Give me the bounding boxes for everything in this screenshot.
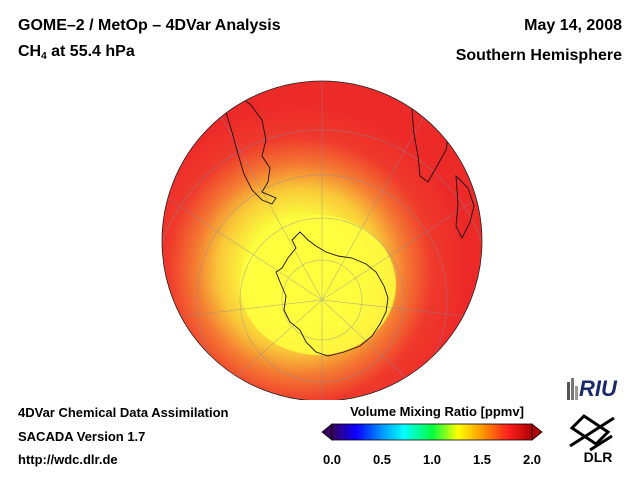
riu-logo: RIU [567,376,618,401]
colorbar-gradient [331,423,533,441]
dlr-logo-mark [569,414,615,452]
dlr-logo: DLR [569,414,615,465]
new-zealand-coast [415,387,429,400]
species-subscript: 4 [41,51,47,62]
riu-logo-text: RIU [579,376,618,401]
colorbar-tick: 1.5 [472,452,492,467]
footer-line-assimilation: 4DVar Chemical Data Assimilation [18,405,229,420]
antarctica-coast [275,231,389,357]
riu-logo-mark [567,378,578,400]
madagascar-coast [457,118,469,148]
map-title: GOME–2 / MetOp – 4DVar Analysis [18,17,281,34]
species-label: CH4 at 55.4 hPa [18,43,135,62]
hemisphere-label: Southern Hemisphere [455,47,622,64]
dlr-logo-text: DLR [584,449,613,465]
colorbar-tick: 1.0 [422,452,442,467]
graticule [162,81,482,400]
australia-coast [455,174,475,240]
colorbar-tick: 0.5 [372,452,392,467]
globe-outline [161,80,483,400]
species-level: at 55.4 hPa [46,43,135,60]
colorbar-tick: 2.0 [522,452,542,467]
date-label: May 14, 2008 [524,17,622,34]
colorbar [321,423,543,441]
colorbar-max-arrow [531,423,543,441]
colorbar-title: Volume Mixing Ratio [ppmv] [350,404,524,419]
field-low-core [240,215,396,355]
south-america-coast [214,89,277,205]
footer-line-url[interactable]: http://wdc.dlr.de [18,452,118,467]
colorbar-min-arrow [321,423,333,441]
footer-line-version: SACADA Version 1.7 [18,429,146,444]
colorbar-tick: 0.0 [322,452,342,467]
globe-map [161,80,483,400]
species-main: CH [18,43,42,60]
